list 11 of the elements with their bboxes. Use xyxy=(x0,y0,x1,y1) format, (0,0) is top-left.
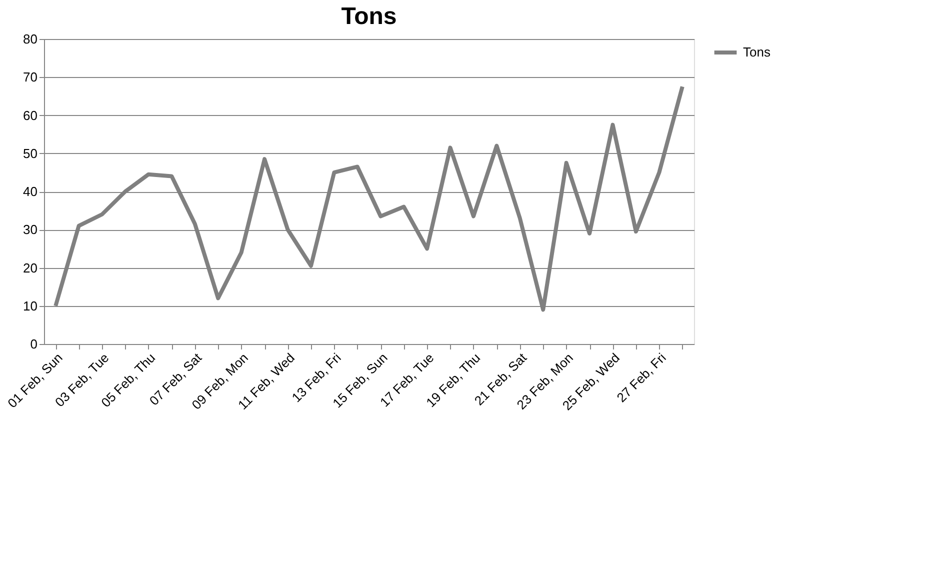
y-tick-label: 0 xyxy=(30,336,38,352)
y-tick-label: 70 xyxy=(23,70,38,85)
y-tick-label: 80 xyxy=(23,32,38,46)
y-tick-label: 50 xyxy=(23,146,38,161)
y-tick-label: 30 xyxy=(23,222,38,238)
y-tick-label: 60 xyxy=(23,108,38,123)
legend-label: Tons xyxy=(743,44,771,60)
y-tick-label: 10 xyxy=(23,298,38,314)
chart-title: Tons xyxy=(341,3,397,30)
y-tick-label: 40 xyxy=(23,184,38,199)
y-tick-label: 20 xyxy=(23,260,38,276)
